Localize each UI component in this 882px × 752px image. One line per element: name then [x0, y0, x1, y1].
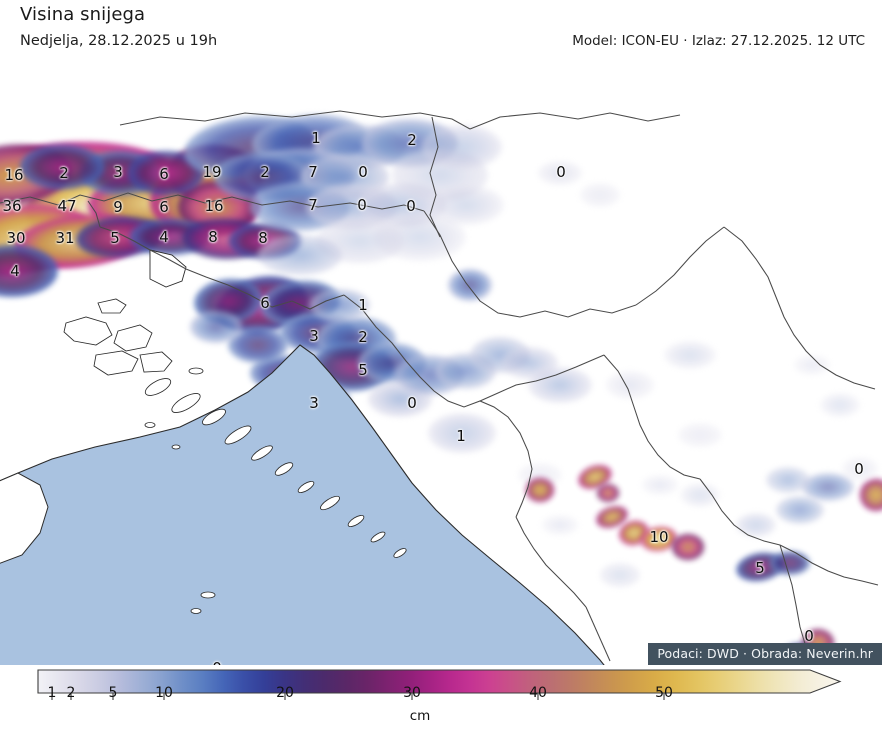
page-title: Visina snijega: [20, 4, 146, 25]
snow-blob: [802, 473, 854, 501]
snow-blob: [258, 235, 342, 275]
snow-blob: [580, 183, 620, 207]
snow-blob: [860, 479, 882, 511]
colorbar-tick: 20: [276, 685, 294, 701]
snow-blob: [597, 484, 619, 502]
colorbar[interactable]: 1 2 5 10 20 30 40 50 cm: [0, 665, 882, 752]
colorbar-tick: 30: [403, 685, 421, 701]
model-run-info: Model: ICON-EU · Izlaz: 27.12.2025. 12 U…: [572, 33, 865, 49]
snow-blob: [600, 563, 640, 587]
snow-blob: [770, 551, 810, 575]
snow-blob: [374, 213, 466, 261]
colorbar-tick: 1: [47, 685, 57, 701]
snow-blob: [766, 467, 810, 493]
snow-blob: [20, 145, 104, 189]
snow-blob: [664, 341, 716, 369]
snow-blob: [736, 513, 776, 537]
snow-blob: [842, 457, 878, 481]
colorbar-gradient: [37, 669, 842, 700]
snow-blob: [538, 161, 582, 185]
snow-blob: [820, 393, 860, 417]
snow-blob: [672, 534, 704, 560]
snow-blob: [362, 119, 458, 167]
snow-blob: [642, 475, 678, 495]
map-geography: [0, 110, 879, 665]
snow-blob: [428, 413, 496, 453]
snow-blob: [776, 496, 824, 524]
colorbar-tick: 10: [155, 685, 173, 701]
colorbar-tick: 5: [108, 685, 118, 701]
snow-blob: [526, 478, 554, 502]
colorbar-tick: 40: [529, 685, 547, 701]
snow-blob: [502, 347, 558, 379]
snow-blob: [678, 423, 722, 447]
snow-blob: [392, 149, 488, 201]
map-canvas[interactable]: 16 2 3 6 19 1 2 36 47 9 6 16 2 7 0 7 0 0 30 31 5 4 8 8 4 6 1 3 2 5 3 0 1…: [0, 55, 882, 665]
snow-blob: [680, 483, 720, 507]
attribution-chip: Podaci: DWD · Obrada: Neverin.hr: [648, 643, 882, 665]
snow-blob: [448, 269, 492, 301]
snow-blob: [794, 355, 830, 375]
snow-blob: [470, 337, 530, 373]
snow-blob: [542, 515, 578, 535]
snow-blob: [190, 311, 242, 343]
colorbar-tick: 50: [655, 685, 673, 701]
forecast-validity-subtitle: Nedjelja, 28.12.2025 u 19h: [20, 33, 218, 49]
snow-blob: [310, 289, 370, 321]
colorbar-tick: 2: [66, 685, 76, 701]
snow-blob: [428, 185, 504, 225]
colorbar-unit-label: cm: [409, 708, 431, 724]
